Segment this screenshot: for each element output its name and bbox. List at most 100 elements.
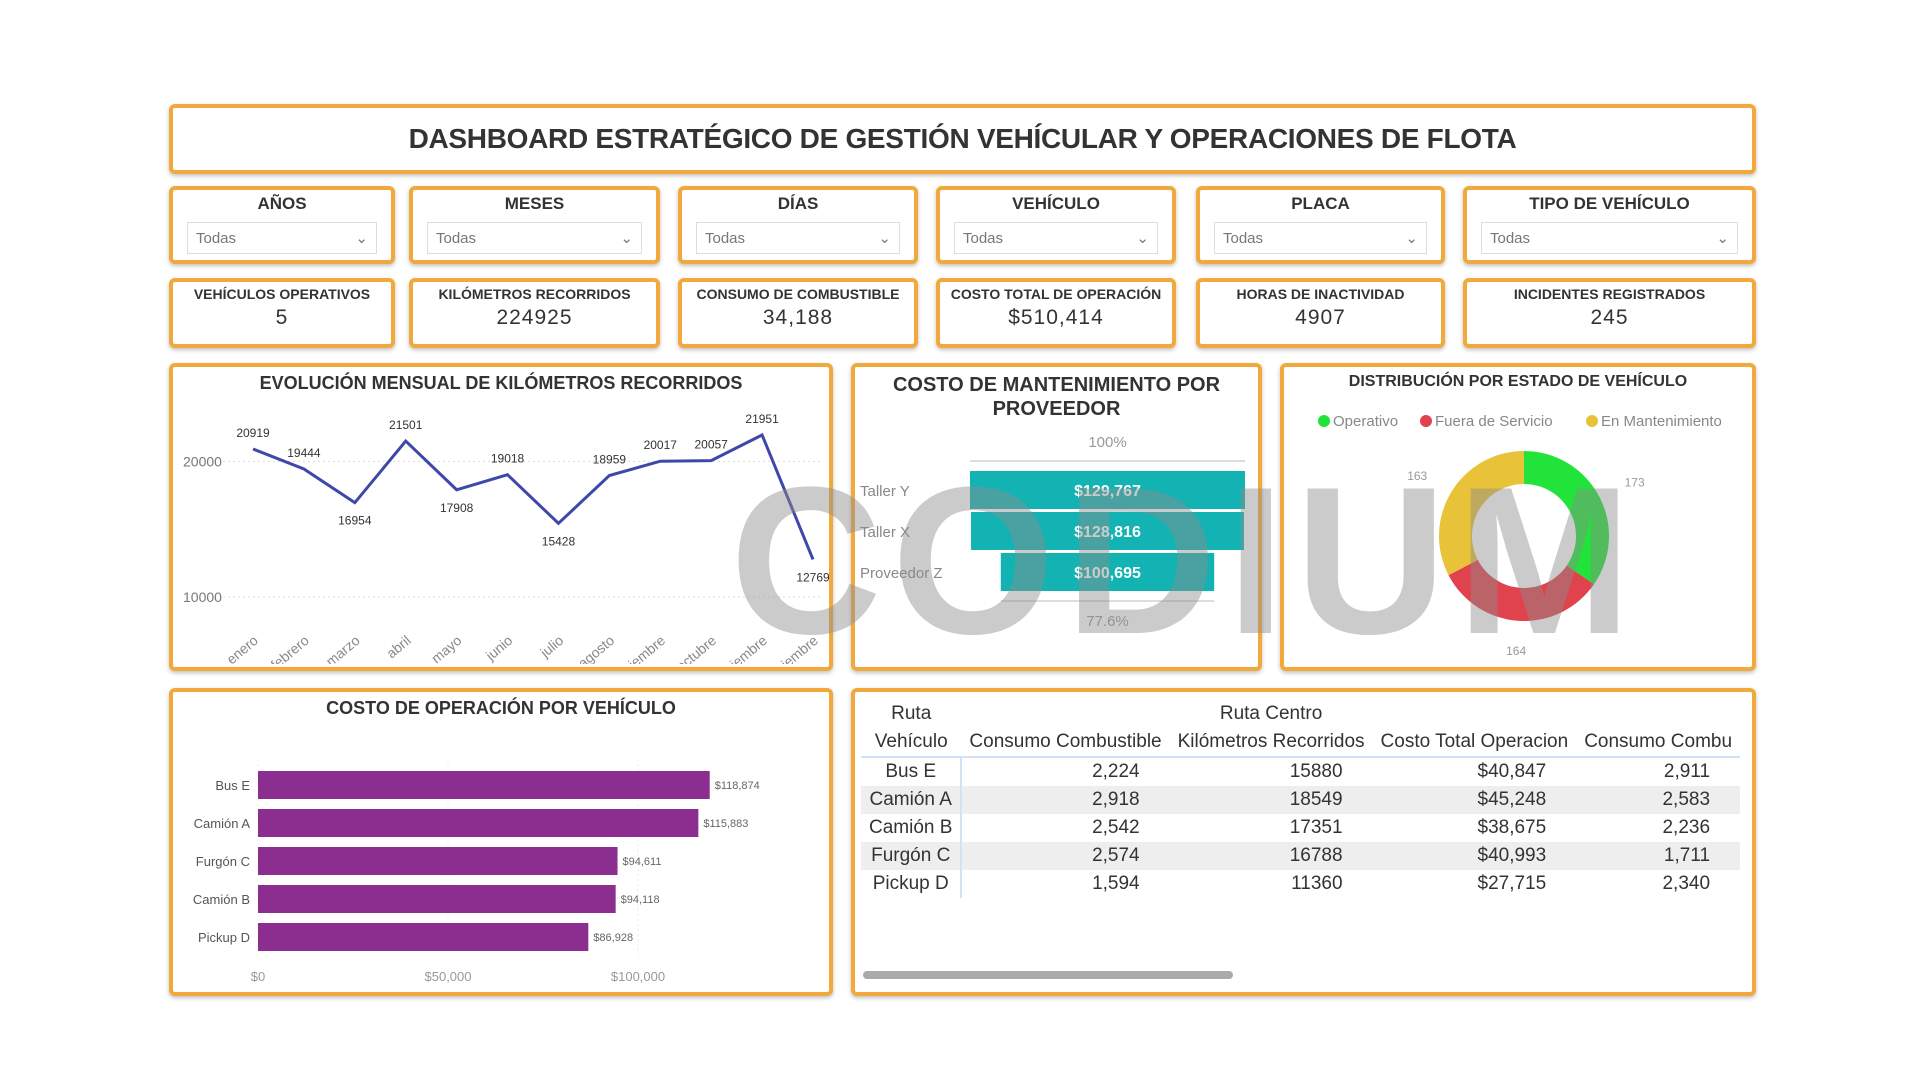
x-tick-label: abril — [383, 632, 414, 661]
bar — [258, 809, 699, 837]
filter-dropdown[interactable]: Todas ⌄ — [954, 222, 1158, 254]
data-label: 12769 — [796, 570, 829, 584]
table-cell: $45,248 — [1372, 786, 1577, 814]
x-tick-label: $100,000 — [611, 969, 665, 984]
chevron-down-icon: ⌄ — [620, 230, 633, 247]
legend-marker — [1586, 415, 1598, 427]
slice-label: 173 — [1625, 476, 1645, 490]
legend-marker — [1420, 415, 1432, 427]
table-cell: 1,594 — [1092, 873, 1140, 894]
filter-dropdown[interactable]: Todas ⌄ — [427, 222, 642, 254]
chevron-down-icon: ⌄ — [1405, 230, 1418, 247]
donut-slice — [1439, 451, 1524, 576]
x-tick-label: $50,000 — [425, 969, 472, 984]
funnel-category-label: Taller Y — [860, 483, 910, 500]
table-row: Bus E 2,224 15880 $40,847 2,911 — [861, 757, 1740, 786]
filter-label: DÍAS — [777, 194, 819, 213]
group-name: Ruta Centro — [1219, 703, 1323, 724]
kpi-label: HORAS DE INACTIVIDAD — [1236, 286, 1405, 302]
bar-value-label: $86,928 — [593, 932, 633, 944]
dashboard-header: DASHBOARD ESTRATÉGICO DE GESTIÓN VEHÍCUL… — [169, 104, 1756, 174]
filter-label: VEHÍCULO — [1012, 194, 1100, 213]
chevron-down-icon: ⌄ — [1716, 230, 1729, 247]
table-cell: 18549 — [1169, 786, 1373, 814]
y-category-label: Pickup D — [198, 930, 250, 945]
x-tick-label: febrero — [268, 632, 312, 664]
kpi-card: INCIDENTES REGISTRADOS 245 — [1463, 278, 1756, 348]
x-tick-label: octubre — [673, 632, 719, 664]
filter-dropdown[interactable]: Todas ⌄ — [1214, 222, 1427, 254]
column-header[interactable]: Costo Total Operacion — [1380, 731, 1569, 752]
filter-label: TIPO DE VEHÍCULO — [1529, 194, 1690, 213]
column-header[interactable]: Consumo Combustible — [969, 731, 1162, 752]
funnel-chart: 100% $129,767 Taller Y $128,816 Taller X $100… — [860, 434, 1245, 630]
x-tick-label: diciembre — [764, 632, 821, 664]
line-chart: 10000 20000 20919 enero 19444 febrero 16954 mar… — [183, 412, 830, 689]
x-tick-label: mayo — [428, 632, 465, 664]
data-label: 20017 — [644, 438, 678, 452]
table-row: Camión B 2,542 17351 $38,675 2,236 — [861, 814, 1740, 842]
donut-slice — [1524, 451, 1609, 585]
y-tick-label: 10000 — [183, 589, 222, 605]
column-header[interactable]: Vehículo — [874, 731, 948, 752]
table-cell: 17351 — [1289, 817, 1343, 838]
filter-dropdown[interactable]: Todas ⌄ — [1481, 222, 1738, 254]
table-cell: Camión B — [861, 814, 963, 842]
funnel-title: COSTO DE MANTENIMIENTO POR PROVEEDOR — [892, 374, 1221, 420]
x-tick-label: septiembre — [605, 632, 669, 664]
group-header: Ruta — [891, 703, 932, 724]
x-tick-label: marzo — [323, 632, 363, 664]
legend-label: En Mantenimiento — [1601, 413, 1722, 430]
table-cell: Pickup D — [861, 870, 963, 898]
table-cell: Bus E — [861, 757, 963, 786]
data-label: 21951 — [745, 412, 779, 426]
horizontal-scrollbar[interactable] — [863, 971, 1233, 979]
data-label: 20919 — [236, 426, 270, 440]
matrix-table-panel: Ruta Ruta Centro Vehículo Consumo Combusti… — [851, 688, 1756, 996]
legend-marker — [1318, 415, 1330, 427]
y-category-label: Furgón C — [196, 854, 250, 869]
filter-value: Todas — [1490, 229, 1531, 247]
table-cell: 2,542 — [1092, 817, 1140, 838]
kpi-value: 245 — [1590, 306, 1629, 329]
table-cell: 2,340 — [1662, 873, 1711, 894]
filter-label: AÑOS — [257, 194, 307, 213]
legend-label: Operativo — [1333, 413, 1398, 430]
table-row: Pickup D 1,594 11360 $27,715 2,340 — [861, 870, 1740, 898]
column-header[interactable]: Kilómetros Recorridos — [1177, 731, 1365, 752]
table-cell: 11360 — [1291, 873, 1343, 894]
y-category-label: Bus E — [215, 778, 250, 793]
donut-slice — [1448, 559, 1595, 621]
filter-dropdown[interactable]: Todas ⌄ — [696, 222, 900, 254]
data-label: 16954 — [338, 514, 372, 528]
x-tick-label: agosto — [575, 632, 618, 664]
funnel-category-label: Taller X — [860, 524, 910, 541]
data-label: 17908 — [440, 501, 474, 515]
kpi-value: $510,414 — [1008, 306, 1104, 329]
table-cell: Camión A — [861, 786, 963, 814]
chevron-down-icon: ⌄ — [878, 230, 891, 247]
table-cell: 2,583 — [1576, 786, 1741, 814]
top-percent-label: 100% — [1088, 434, 1126, 451]
line-chart-title: EVOLUCIÓN MENSUAL DE KILÓMETROS RECORRID… — [259, 373, 743, 393]
table-row: Furgón C 2,574 16788 $40,993 1,711 — [861, 842, 1741, 870]
filter-dropdown[interactable]: Todas ⌄ — [187, 222, 377, 254]
kpi-card: COSTO TOTAL DE OPERACIÓN $510,414 — [936, 278, 1176, 348]
column-header[interactable]: Consumo Combu — [1584, 731, 1733, 752]
table-cell: $40,847 — [1477, 761, 1547, 782]
funnel-bar — [971, 512, 1244, 550]
slice-label: 164 — [1506, 644, 1526, 658]
bar-chart-title: COSTO DE OPERACIÓN POR VEHÍCULO — [326, 698, 676, 718]
kpi-card: HORAS DE INACTIVIDAD 4907 — [1196, 278, 1445, 348]
y-category-label: Camión A — [194, 816, 251, 831]
table-cell: $27,715 — [1477, 873, 1547, 894]
donut-title: DISTRIBUCIÓN POR ESTADO DE VEHÍCULO — [1348, 373, 1688, 390]
y-tick-label: 20000 — [183, 453, 222, 469]
table-cell: 2,224 — [1092, 761, 1140, 782]
table-cell: $38,675 — [1477, 817, 1547, 838]
kpi-card: VEHÍCULOS OPERATIVOS 5 — [169, 278, 395, 348]
funnel-value-label: $100,695 — [1074, 565, 1141, 582]
line-series — [252, 432, 815, 560]
kpi-label: COSTO TOTAL DE OPERACIÓN — [950, 286, 1162, 302]
line-chart-panel: EVOLUCIÓN MENSUAL DE KILÓMETROS RECORRID… — [169, 363, 833, 689]
